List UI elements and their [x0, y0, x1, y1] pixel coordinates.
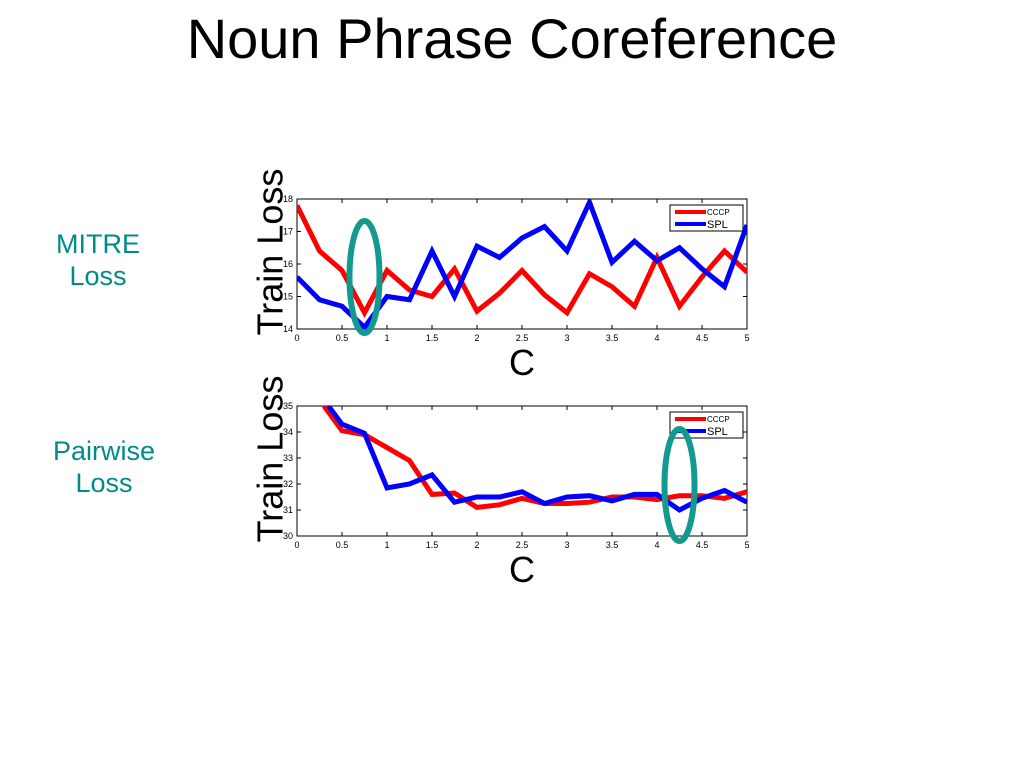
chart1-xtick-label: 3 [564, 333, 569, 343]
chart2-highlight-ellipse [661, 426, 698, 544]
chart1-highlight-ellipse [346, 218, 383, 336]
chart2-ytick-label: 35 [283, 401, 293, 411]
chart1-xtick-label: 3.5 [606, 333, 619, 343]
chart2-yaxis-title: Train Loss [250, 376, 291, 543]
chart1-xtick-label: 0 [294, 333, 299, 343]
chart2-xtick-label: 0 [294, 540, 299, 550]
chart2-series-cccp-line [321, 406, 747, 510]
chart2-ytick-label: 31 [283, 505, 293, 515]
chart1-xtick-label: 0.5 [336, 333, 349, 343]
chart2-xtick-label: 3.5 [606, 540, 619, 550]
chart1-yaxis-title: Train Loss [250, 169, 291, 336]
chart1-xtick-label: 4.5 [696, 333, 709, 343]
chart2-xtick-label: 0.5 [336, 540, 349, 550]
chart1-xtick-label: 2.5 [516, 333, 529, 343]
chart1-ytick-label: 17 [283, 227, 293, 237]
pairwise-loss-label: Pairwise Loss [34, 435, 174, 500]
chart1-legend [669, 204, 744, 232]
chart2-xtick-label: 4.5 [696, 540, 709, 550]
chart1-legend-label-cccp: CCCP [707, 208, 730, 217]
chart2-ytick-label: 33 [283, 453, 293, 463]
chart2-xtick-label: 5 [744, 540, 749, 550]
chart2-ytick-label: 32 [283, 479, 293, 489]
chart2-series-spl-line [326, 406, 747, 513]
chart1-ytick-label: 18 [283, 194, 293, 204]
chart2-xtick-label: 1.5 [426, 540, 439, 550]
mitre-loss-label-line2: Loss [69, 261, 127, 292]
mitre-loss-label-line1: MITRE [56, 229, 140, 259]
chart1-series-cccp-line [297, 204, 747, 319]
pairwise-loss-label-line1: Pairwise [52, 436, 156, 466]
chart2-xtick-label: 4 [654, 540, 659, 550]
pairwise-loss-label-line2: Loss [75, 468, 133, 499]
chart2-xtick-label: 1 [384, 540, 389, 550]
chart1-ytick-label: 15 [283, 292, 293, 302]
chart2-legend-label-spl: SPL [707, 426, 728, 438]
chart1-xtick-label: 5 [744, 333, 749, 343]
chart1-xtick-label: 4 [654, 333, 659, 343]
chart1-xtick-label: 1 [384, 333, 389, 343]
chart2-xtick-label: 3 [564, 540, 569, 550]
chart2-legend-label-cccp: CCCP [707, 415, 730, 424]
chart2-xaxis-title: C [509, 549, 535, 590]
chart2-xtick-label: 2.5 [516, 540, 529, 550]
chart1-legend-label-spl: SPL [707, 219, 728, 231]
chart1-ytick-label: 16 [283, 259, 293, 269]
chart1-ytick-label: 14 [283, 324, 293, 334]
chart1-xtick-label: 2 [474, 333, 479, 343]
chart2-xtick-label: 2 [474, 540, 479, 550]
chart2-ytick-label: 30 [283, 531, 293, 541]
mitre-loss-label: MITRE Loss [28, 228, 168, 293]
chart1-xtick-label: 1.5 [426, 333, 439, 343]
chart1-xaxis-title: C [509, 342, 535, 383]
slide-title: Noun Phrase Coreference [186, 7, 838, 70]
chart2-ytick-label: 34 [283, 427, 293, 437]
